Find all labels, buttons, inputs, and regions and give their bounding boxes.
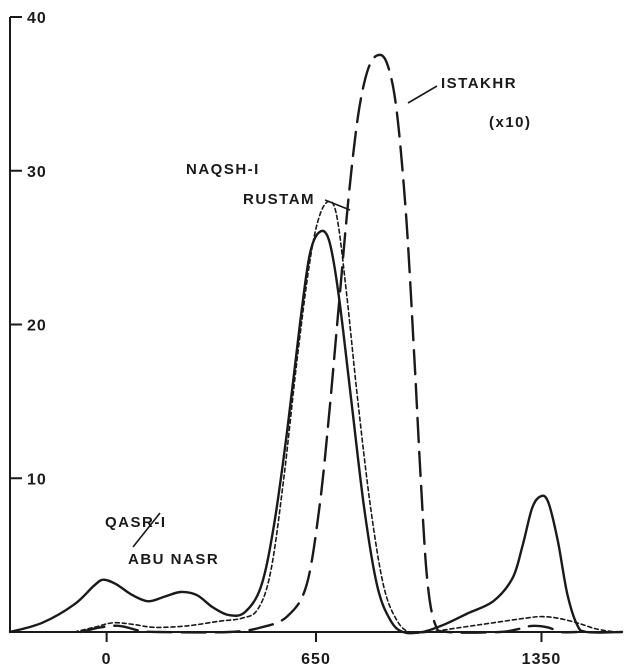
- x-tick-label: 650: [301, 651, 331, 668]
- istakhr-curve: [79, 53, 579, 634]
- naqsh-rustam-curve: [73, 200, 617, 634]
- qasr-abu-nasr-label: ABU NASR: [128, 551, 219, 568]
- y-tick-label: 10: [27, 471, 47, 488]
- axes: 10 20 30 40 0 650 1350: [9, 10, 622, 668]
- x-tick-label: 0: [102, 651, 112, 668]
- y-tick-label: 30: [27, 164, 47, 181]
- istakhr-label: ISTAKHR: [441, 75, 517, 92]
- x-tick-label: 1350: [522, 651, 562, 668]
- naqsh-leader-line: [324, 199, 351, 211]
- istakhr-label: (x10): [489, 114, 532, 131]
- naqsh-rustam-label: RUSTAM: [243, 191, 315, 208]
- y-tick-label: 20: [27, 318, 47, 335]
- qasr-abu-nasr-curve: [8, 229, 624, 635]
- qasr-leader-line: [132, 512, 161, 548]
- istakhr-leader-line: [407, 85, 438, 104]
- naqsh-rustam-label: NAQSH-I: [186, 161, 260, 178]
- y-tick-label: 40: [27, 10, 47, 27]
- curves: [8, 53, 624, 635]
